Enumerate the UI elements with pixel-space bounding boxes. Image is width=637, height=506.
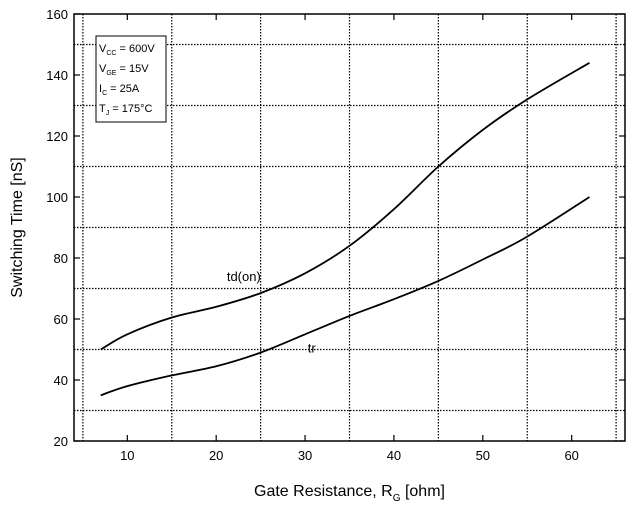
y-tick-label: 100 — [46, 190, 68, 205]
x-tick-label: 10 — [120, 448, 134, 463]
x-tick-label: 30 — [298, 448, 312, 463]
y-tick-label: 40 — [54, 373, 68, 388]
plot-frame — [73, 13, 626, 442]
x-tick-label: 60 — [564, 448, 578, 463]
y-tick-label: 120 — [46, 129, 68, 144]
y-tick-label: 160 — [46, 7, 68, 22]
series-label-tr: tr — [308, 341, 317, 356]
test-condition: TJ = 175°C — [99, 103, 153, 117]
series-label-td-on: td(on) — [227, 269, 261, 284]
x-tick-label: 40 — [387, 448, 401, 463]
series-line-tr — [100, 196, 590, 397]
y-tick-label: 60 — [54, 312, 68, 327]
test-condition: IC = 25A — [99, 83, 140, 97]
x-tick-label: 20 — [209, 448, 223, 463]
x-axis-title-sub: G — [393, 493, 401, 504]
test-condition: VCC = 600V — [99, 43, 155, 57]
test-condition: VGE = 15V — [99, 63, 149, 77]
y-tick-label: 140 — [46, 68, 68, 83]
x-axis-title: Gate Resistance, RG [ohm] — [254, 483, 445, 504]
x-axis-title-main: Gate Resistance, R — [254, 483, 393, 500]
test-conditions-box: VCC = 600V VGE = 15V IC = 25A TJ = 175°C — [95, 35, 167, 123]
series-lines — [100, 62, 590, 397]
series-line-td-on — [100, 62, 590, 351]
grid — [74, 14, 625, 441]
tick-labels: 10 20 30 40 50 60 20 40 60 80 100 120 140 160 — [46, 7, 579, 463]
x-axis-title-unit: [ohm] — [401, 483, 445, 500]
y-tick-label: 20 — [54, 434, 68, 449]
x-tick-label: 50 — [476, 448, 490, 463]
y-axis-title: Switching Time [nS] — [9, 157, 26, 298]
y-tick-label: 80 — [54, 251, 68, 266]
test-conditions-frame — [95, 35, 167, 123]
